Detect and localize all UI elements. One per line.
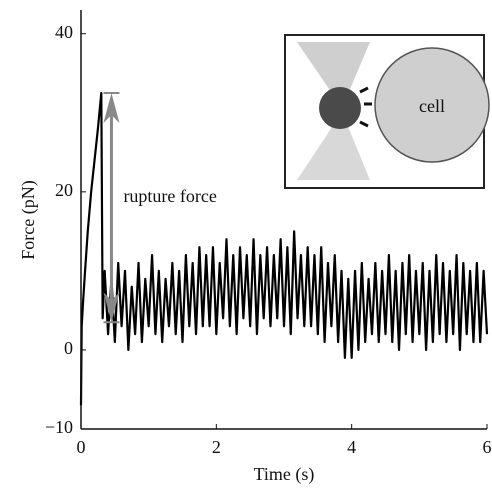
y-tick-label: 40 — [55, 22, 73, 42]
arrow-head-bottom — [103, 292, 120, 323]
inset: cell — [284, 34, 490, 189]
y-tick-label: −10 — [45, 417, 73, 437]
trap-upper — [297, 42, 370, 108]
trap-lower — [297, 112, 370, 180]
y-tick-label: 20 — [55, 180, 73, 200]
y-axis-label: Force (pN) — [18, 180, 39, 259]
ligands — [359, 86, 372, 128]
arrow-head-top — [103, 93, 120, 124]
inset-label: cell — [419, 96, 445, 116]
x-tick-label: 2 — [212, 437, 221, 457]
y-tick-label: 0 — [64, 338, 73, 358]
annotation-text: rupture force — [123, 186, 216, 206]
x-tick-label: 0 — [77, 437, 86, 457]
force-trace — [79, 91, 489, 406]
bead — [319, 87, 361, 129]
x-tick-label: 6 — [483, 437, 492, 457]
cell-body — [374, 47, 490, 163]
x-axis-label: Time (s) — [254, 464, 315, 485]
x-tick-label: 4 — [347, 437, 356, 457]
